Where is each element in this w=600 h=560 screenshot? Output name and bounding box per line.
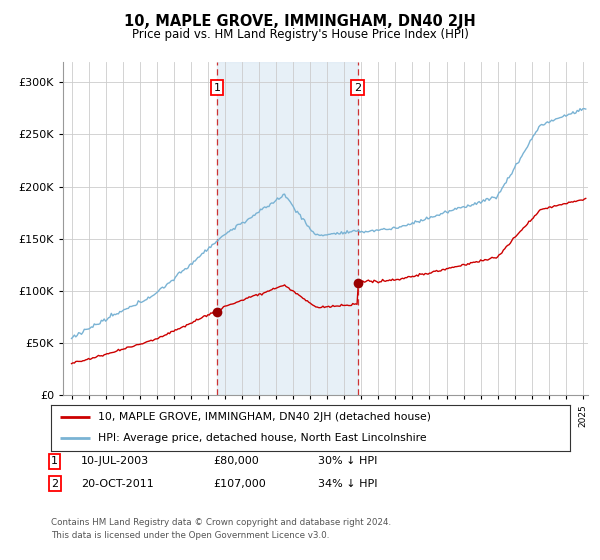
Text: £107,000: £107,000 — [213, 479, 266, 489]
Text: 2: 2 — [51, 479, 58, 489]
Text: 10, MAPLE GROVE, IMMINGHAM, DN40 2JH: 10, MAPLE GROVE, IMMINGHAM, DN40 2JH — [124, 14, 476, 29]
Text: 2: 2 — [354, 83, 361, 92]
Text: HPI: Average price, detached house, North East Lincolnshire: HPI: Average price, detached house, Nort… — [98, 433, 427, 444]
Text: 34% ↓ HPI: 34% ↓ HPI — [318, 479, 377, 489]
Text: This data is licensed under the Open Government Licence v3.0.: This data is licensed under the Open Gov… — [51, 531, 329, 540]
Text: 1: 1 — [214, 83, 221, 92]
Text: 10, MAPLE GROVE, IMMINGHAM, DN40 2JH (detached house): 10, MAPLE GROVE, IMMINGHAM, DN40 2JH (de… — [98, 412, 431, 422]
Text: Contains HM Land Registry data © Crown copyright and database right 2024.: Contains HM Land Registry data © Crown c… — [51, 518, 391, 527]
Text: 20-OCT-2011: 20-OCT-2011 — [81, 479, 154, 489]
Text: Price paid vs. HM Land Registry's House Price Index (HPI): Price paid vs. HM Land Registry's House … — [131, 28, 469, 41]
Text: 30% ↓ HPI: 30% ↓ HPI — [318, 456, 377, 466]
Text: 10-JUL-2003: 10-JUL-2003 — [81, 456, 149, 466]
Text: £80,000: £80,000 — [213, 456, 259, 466]
Text: 1: 1 — [51, 456, 58, 466]
Bar — [217, 62, 358, 395]
